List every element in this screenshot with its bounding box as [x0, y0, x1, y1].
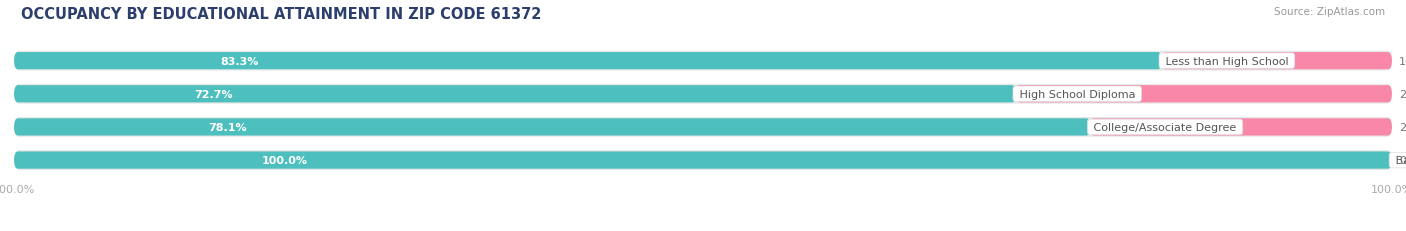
Text: 72.7%: 72.7% [194, 89, 233, 99]
FancyBboxPatch shape [1090, 119, 1392, 136]
FancyBboxPatch shape [1015, 86, 1392, 103]
Text: High School Diploma: High School Diploma [1015, 89, 1139, 99]
Text: College/Associate Degree: College/Associate Degree [1090, 122, 1240, 132]
FancyBboxPatch shape [1161, 53, 1392, 70]
Text: 21.9%: 21.9% [1399, 122, 1406, 132]
FancyBboxPatch shape [14, 152, 1392, 169]
FancyBboxPatch shape [14, 85, 1392, 104]
Text: 0.0%: 0.0% [1399, 155, 1406, 165]
Text: OCCUPANCY BY EDUCATIONAL ATTAINMENT IN ZIP CODE 61372: OCCUPANCY BY EDUCATIONAL ATTAINMENT IN Z… [21, 7, 541, 22]
FancyBboxPatch shape [14, 150, 1392, 170]
FancyBboxPatch shape [14, 118, 1392, 137]
Text: 16.7%: 16.7% [1399, 56, 1406, 66]
FancyBboxPatch shape [14, 52, 1392, 71]
Text: 78.1%: 78.1% [208, 122, 246, 132]
FancyBboxPatch shape [14, 53, 1161, 70]
Text: Bachelor's Degree or higher: Bachelor's Degree or higher [1392, 155, 1406, 165]
Text: Less than High School: Less than High School [1161, 56, 1292, 66]
FancyBboxPatch shape [14, 119, 1090, 136]
Text: Source: ZipAtlas.com: Source: ZipAtlas.com [1274, 7, 1385, 17]
Text: 100.0%: 100.0% [262, 155, 308, 165]
Text: 83.3%: 83.3% [221, 56, 259, 66]
Text: 27.3%: 27.3% [1399, 89, 1406, 99]
FancyBboxPatch shape [14, 86, 1015, 103]
